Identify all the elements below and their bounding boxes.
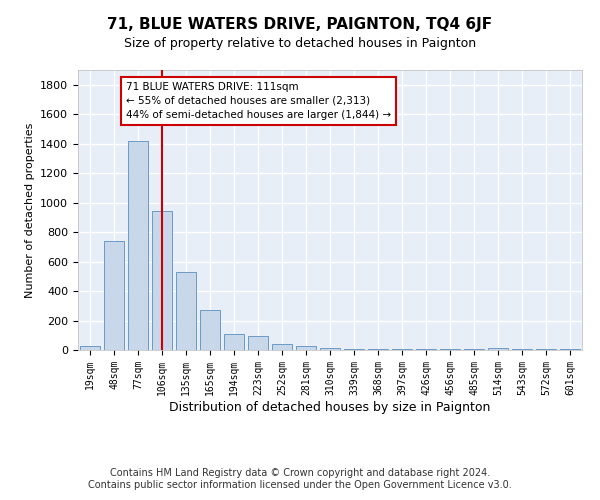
Bar: [104, 241, 124, 350]
Y-axis label: Number of detached properties: Number of detached properties: [25, 122, 35, 298]
Bar: [248, 336, 268, 350]
Bar: [320, 348, 340, 350]
Bar: [80, 346, 100, 350]
X-axis label: Distribution of detached houses by size in Paignton: Distribution of detached houses by size …: [169, 400, 491, 413]
Text: Contains HM Land Registry data © Crown copyright and database right 2024.
Contai: Contains HM Land Registry data © Crown c…: [88, 468, 512, 490]
Text: Size of property relative to detached houses in Paignton: Size of property relative to detached ho…: [124, 38, 476, 51]
Bar: [128, 140, 148, 350]
Bar: [200, 310, 220, 350]
Bar: [272, 344, 292, 350]
Text: 71 BLUE WATERS DRIVE: 111sqm
← 55% of detached houses are smaller (2,313)
44% of: 71 BLUE WATERS DRIVE: 111sqm ← 55% of de…: [126, 82, 391, 120]
Bar: [488, 348, 508, 350]
Bar: [296, 346, 316, 350]
Bar: [152, 212, 172, 350]
Bar: [176, 272, 196, 350]
Text: 71, BLUE WATERS DRIVE, PAIGNTON, TQ4 6JF: 71, BLUE WATERS DRIVE, PAIGNTON, TQ4 6JF: [107, 18, 493, 32]
Bar: [224, 334, 244, 350]
